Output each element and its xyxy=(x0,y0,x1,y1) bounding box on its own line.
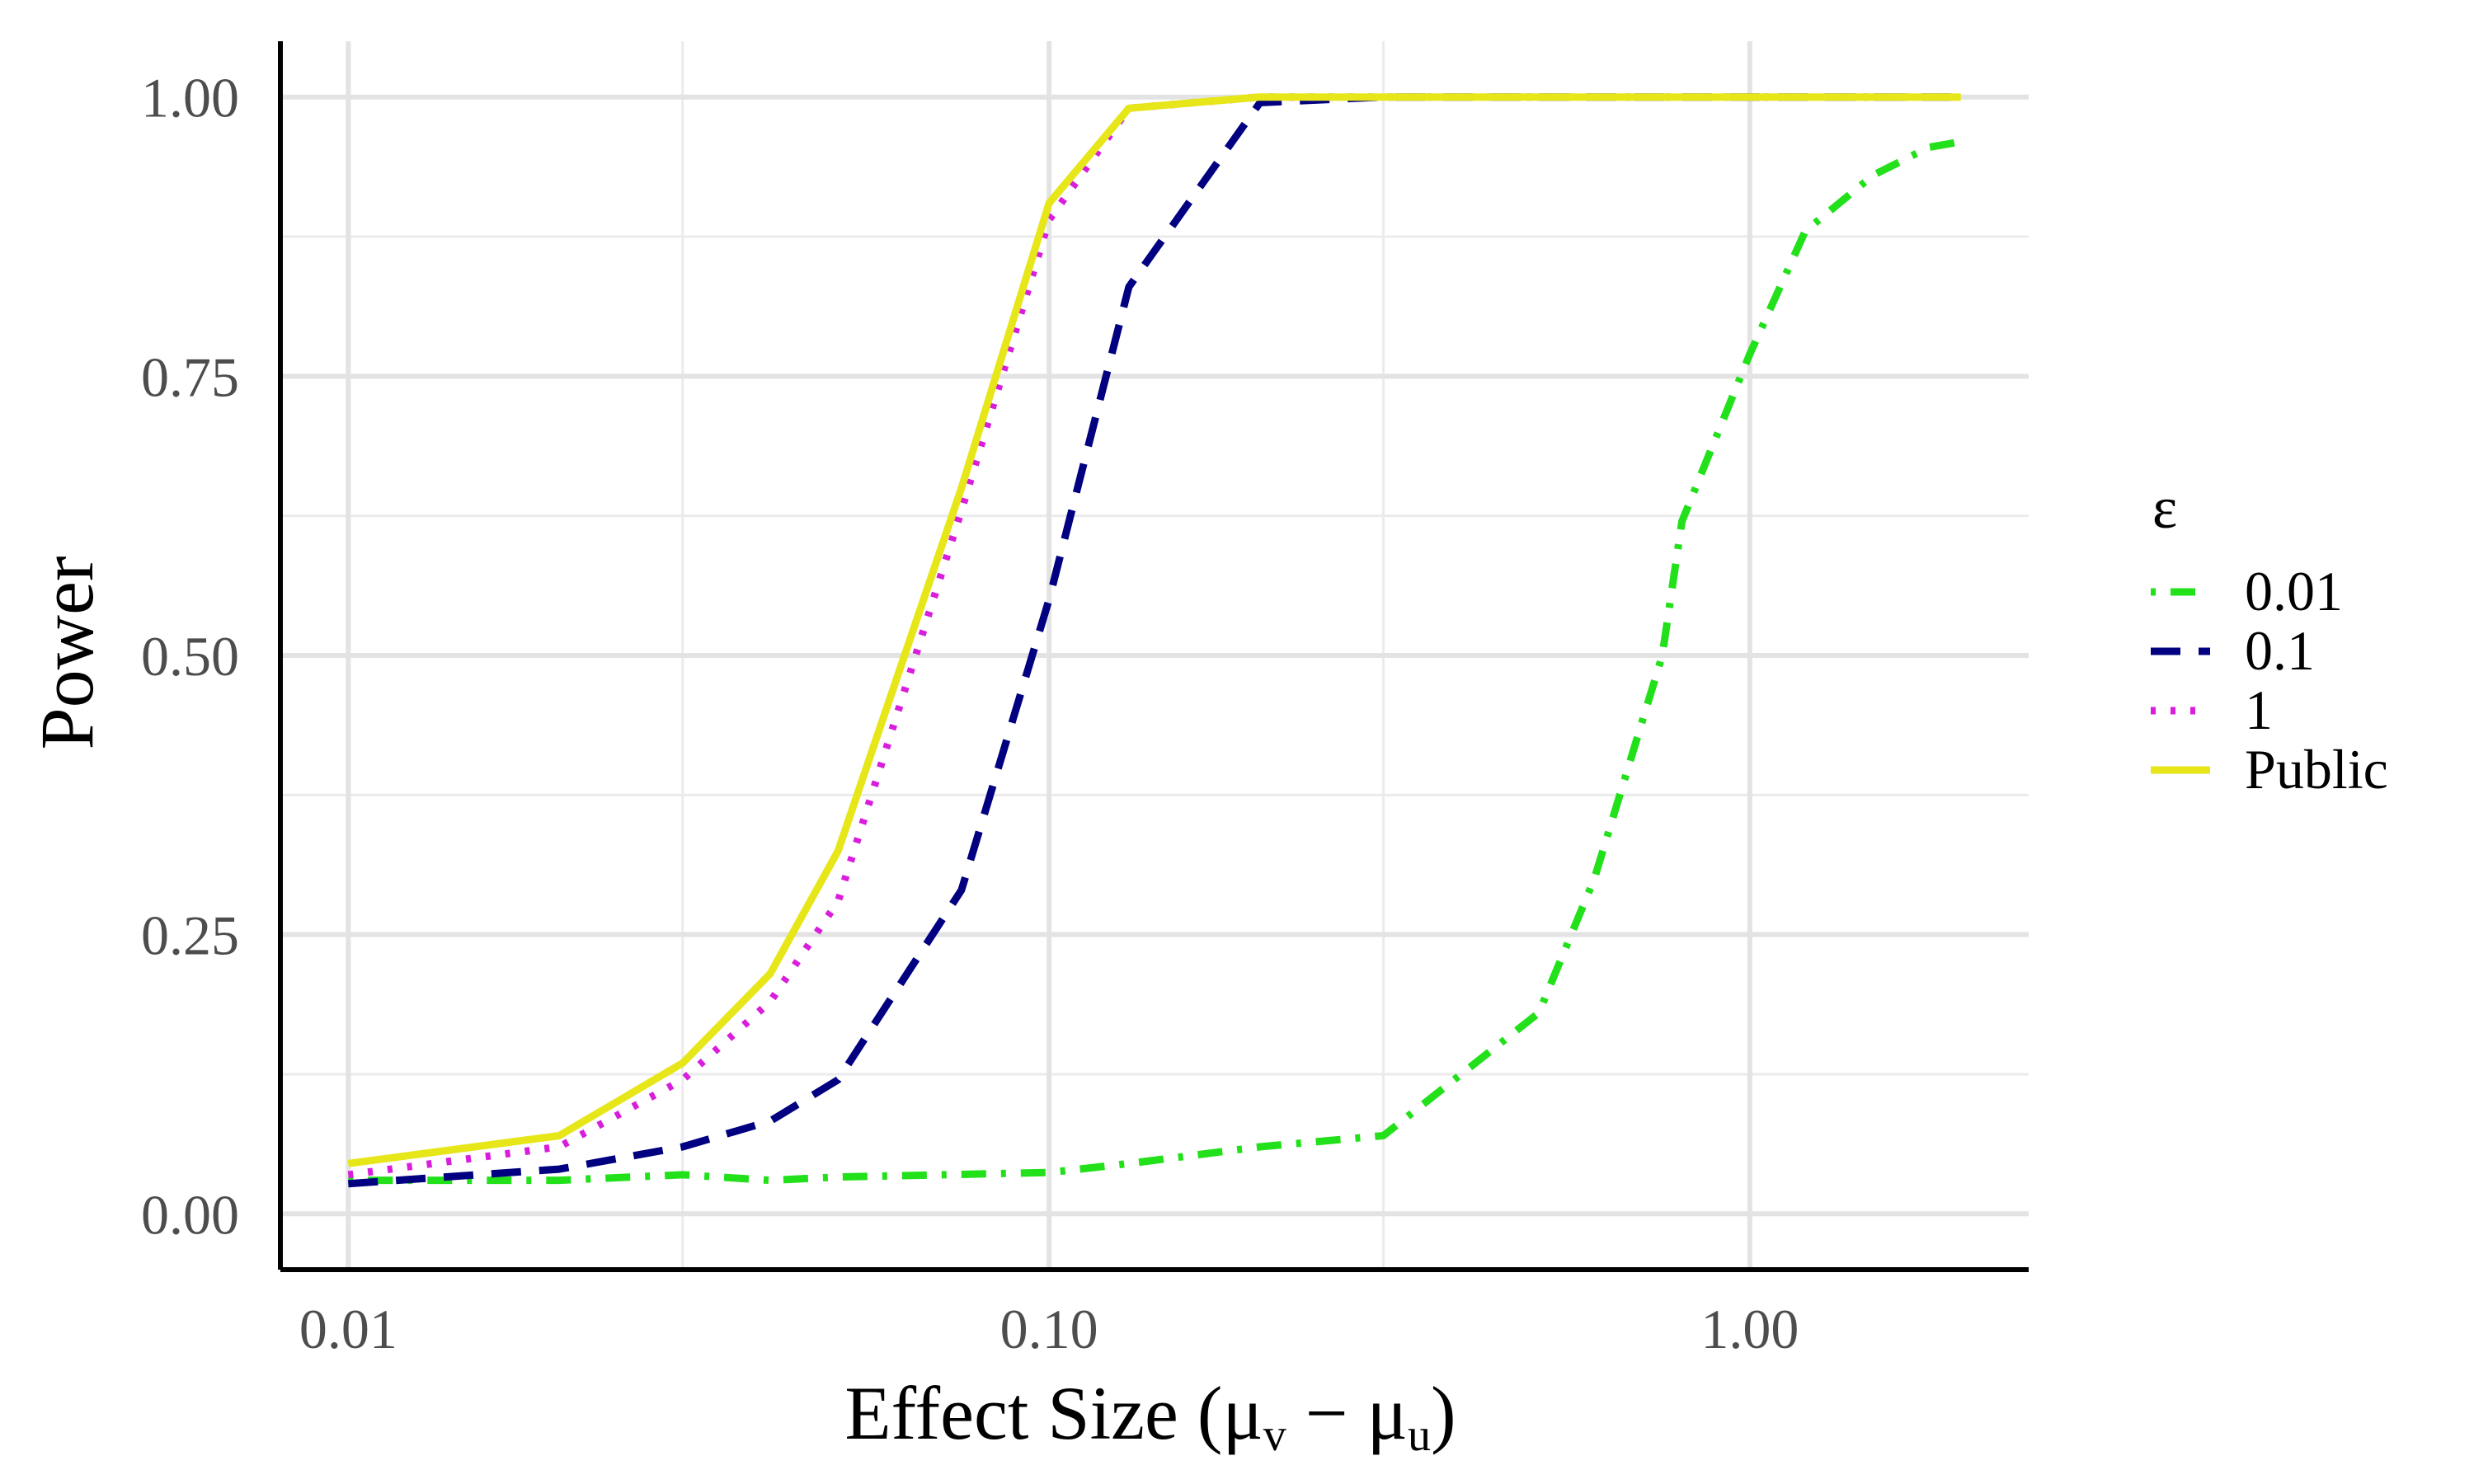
y-tick-label: 1.00 xyxy=(141,67,239,129)
x-tick-label: 1.00 xyxy=(1700,1298,1799,1360)
legend-label: 0.1 xyxy=(2245,619,2315,682)
legend-label: 1 xyxy=(2245,679,2273,741)
legend-title: ε xyxy=(2152,475,2177,541)
legend-label: 0.01 xyxy=(2245,560,2343,622)
y-tick-label: 0.00 xyxy=(141,1183,239,1246)
x-tick-label: 0.01 xyxy=(299,1298,397,1360)
series-line-1 xyxy=(347,93,1961,1179)
series-lines xyxy=(347,93,1962,1188)
series-line-0-01 xyxy=(348,138,1962,1185)
series-line-0-1 xyxy=(347,93,1961,1188)
tick-labels: 0.01 0.10 1.00 0.00 0.25 0.50 0.75 1.00 xyxy=(141,67,1799,1360)
y-tick-label: 0.50 xyxy=(141,625,239,688)
grid-lines xyxy=(280,41,2029,1270)
legend-label: Public xyxy=(2245,738,2388,801)
x-tick-label: 0.10 xyxy=(1000,1298,1098,1360)
x-axis-title: Effect Size (μv − μu) xyxy=(844,1371,1456,1461)
axes xyxy=(278,41,2029,1272)
series-line-public xyxy=(347,93,1961,1167)
y-axis-title: Power xyxy=(25,556,109,749)
y-tick-label: 0.75 xyxy=(141,345,239,408)
y-tick-label: 0.25 xyxy=(141,904,239,967)
